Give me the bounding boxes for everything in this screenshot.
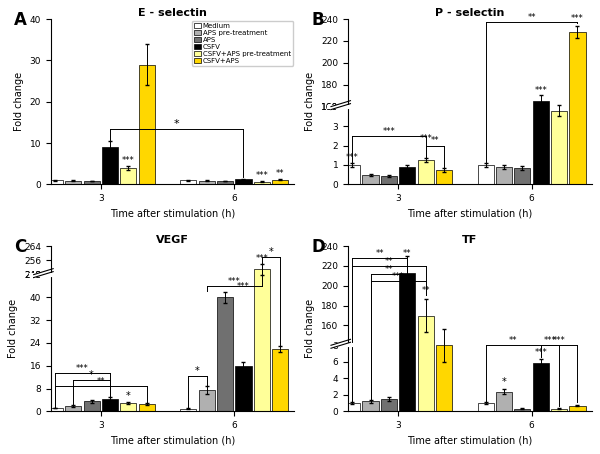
Bar <box>381 399 397 411</box>
Bar <box>399 273 415 411</box>
Text: ***: *** <box>346 153 359 162</box>
Bar <box>47 180 63 184</box>
Bar <box>199 181 215 184</box>
Bar <box>569 405 586 411</box>
Text: ***: *** <box>544 336 556 345</box>
Text: **: ** <box>385 265 393 274</box>
Bar <box>272 180 288 184</box>
Bar <box>181 180 196 184</box>
Bar <box>514 168 530 184</box>
Title: P - selectin: P - selectin <box>435 8 505 18</box>
Bar <box>399 167 415 184</box>
Text: ***: *** <box>553 336 565 345</box>
Text: **: ** <box>403 249 412 258</box>
Bar <box>436 345 452 411</box>
Y-axis label: Fold change: Fold change <box>305 299 316 358</box>
Text: C: C <box>14 238 26 256</box>
Bar <box>235 179 251 184</box>
Bar <box>478 165 494 184</box>
Bar <box>514 409 530 411</box>
Text: **: ** <box>421 286 430 296</box>
Text: ***: *** <box>535 348 547 357</box>
Text: *: * <box>126 391 131 401</box>
Bar <box>120 403 136 411</box>
Bar <box>551 409 567 411</box>
Bar <box>139 64 155 184</box>
Title: TF: TF <box>462 235 478 245</box>
Bar <box>65 181 82 184</box>
Bar <box>436 170 452 184</box>
Text: B: B <box>311 11 324 29</box>
Bar <box>381 176 397 184</box>
Bar <box>254 269 270 411</box>
Bar <box>533 364 549 411</box>
Bar <box>83 401 100 411</box>
Bar <box>533 101 549 184</box>
Text: A: A <box>14 11 27 29</box>
Text: ***: *** <box>571 14 584 23</box>
Text: ***: *** <box>256 171 268 180</box>
Bar <box>102 399 118 411</box>
Bar <box>362 175 379 184</box>
Bar <box>551 110 567 184</box>
X-axis label: Time after stimulation (h): Time after stimulation (h) <box>110 436 235 446</box>
Y-axis label: Fold change: Fold change <box>14 72 24 131</box>
Bar <box>496 167 512 184</box>
Bar <box>362 401 379 411</box>
Bar <box>139 404 155 411</box>
X-axis label: Time after stimulation (h): Time after stimulation (h) <box>110 209 235 219</box>
Bar <box>496 391 512 411</box>
Bar <box>217 181 233 184</box>
Text: **: ** <box>509 336 517 345</box>
Text: **: ** <box>97 377 105 386</box>
Text: *: * <box>269 247 274 257</box>
Text: **: ** <box>276 169 284 178</box>
Bar <box>478 403 494 411</box>
Text: **: ** <box>376 249 384 258</box>
Text: *: * <box>174 118 179 128</box>
Bar <box>569 32 586 184</box>
Text: ***: *** <box>228 277 241 286</box>
Text: ***: *** <box>383 127 395 136</box>
Title: E - selectin: E - selectin <box>138 8 207 18</box>
Text: ***: *** <box>76 364 89 373</box>
Bar <box>181 409 196 411</box>
Text: D: D <box>311 238 325 256</box>
Title: VEGF: VEGF <box>156 235 189 245</box>
Bar <box>199 390 215 411</box>
Bar <box>418 160 434 184</box>
X-axis label: Time after stimulation (h): Time after stimulation (h) <box>407 436 532 446</box>
Bar <box>344 403 360 411</box>
Bar <box>120 168 136 184</box>
Text: ***: *** <box>419 133 432 143</box>
Text: **: ** <box>431 137 439 145</box>
Bar <box>344 165 360 184</box>
Text: ***: *** <box>256 254 268 263</box>
Text: *: * <box>502 377 506 387</box>
X-axis label: Time after stimulation (h): Time after stimulation (h) <box>407 209 532 219</box>
Text: ***: *** <box>535 86 547 95</box>
Text: **: ** <box>527 13 536 22</box>
Bar <box>217 297 233 411</box>
Bar <box>47 408 63 411</box>
Y-axis label: Fold change: Fold change <box>8 299 19 358</box>
Bar <box>272 349 288 411</box>
Text: ***: *** <box>122 156 135 164</box>
Legend: Medium, APS pre-treatment, APS, CSFV, CSFV+APS pre-treatment, CSFV+APS: Medium, APS pre-treatment, APS, CSFV, CS… <box>191 20 293 66</box>
Text: ***: *** <box>392 272 404 281</box>
Bar <box>235 366 251 411</box>
Text: *: * <box>195 366 200 376</box>
Bar <box>83 181 100 184</box>
Text: *: * <box>89 370 94 380</box>
Bar <box>102 147 118 184</box>
Bar <box>65 406 82 411</box>
Bar <box>254 182 270 184</box>
Bar <box>418 316 434 411</box>
Y-axis label: Fold change: Fold change <box>305 72 316 131</box>
Text: **: ** <box>385 257 393 266</box>
Text: ***: *** <box>237 282 250 291</box>
